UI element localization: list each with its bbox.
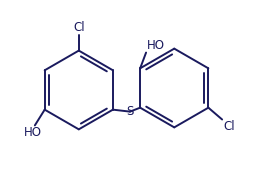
Text: Cl: Cl [223,121,235,133]
Text: Cl: Cl [73,21,84,34]
Text: HO: HO [24,126,42,139]
Text: S: S [126,105,134,118]
Text: HO: HO [147,39,165,52]
